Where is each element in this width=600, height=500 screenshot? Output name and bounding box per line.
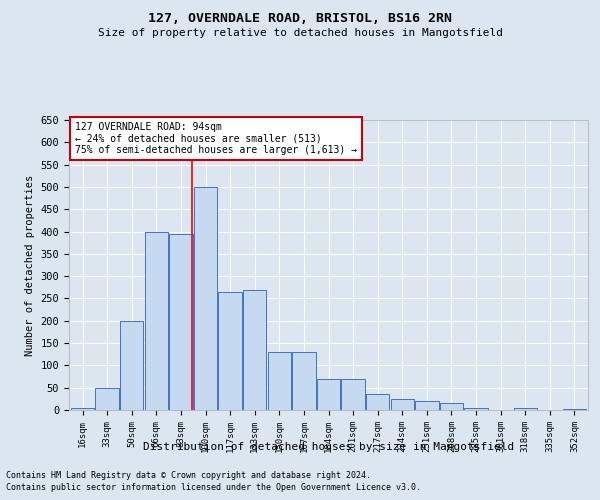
Bar [71, 408, 94, 410]
Text: Size of property relative to detached houses in Mangotsfield: Size of property relative to detached ho… [97, 28, 503, 38]
Bar [218, 292, 242, 410]
Bar [391, 399, 414, 410]
Text: 127, OVERNDALE ROAD, BRISTOL, BS16 2RN: 127, OVERNDALE ROAD, BRISTOL, BS16 2RN [148, 12, 452, 26]
Bar [514, 408, 537, 410]
Bar [563, 409, 586, 410]
Bar [366, 394, 389, 410]
Text: Distribution of detached houses by size in Mangotsfield: Distribution of detached houses by size … [143, 442, 514, 452]
Bar [415, 401, 439, 410]
Bar [120, 321, 143, 410]
Bar [464, 408, 488, 410]
Bar [169, 234, 193, 410]
Bar [145, 232, 168, 410]
Bar [292, 352, 316, 410]
Bar [440, 404, 463, 410]
Bar [317, 379, 340, 410]
Text: 127 OVERNDALE ROAD: 94sqm
← 24% of detached houses are smaller (513)
75% of semi: 127 OVERNDALE ROAD: 94sqm ← 24% of detac… [75, 122, 357, 156]
Bar [341, 379, 365, 410]
Bar [95, 388, 119, 410]
Y-axis label: Number of detached properties: Number of detached properties [25, 174, 35, 356]
Text: Contains public sector information licensed under the Open Government Licence v3: Contains public sector information licen… [6, 484, 421, 492]
Bar [194, 187, 217, 410]
Bar [268, 352, 291, 410]
Text: Contains HM Land Registry data © Crown copyright and database right 2024.: Contains HM Land Registry data © Crown c… [6, 471, 371, 480]
Bar [243, 290, 266, 410]
